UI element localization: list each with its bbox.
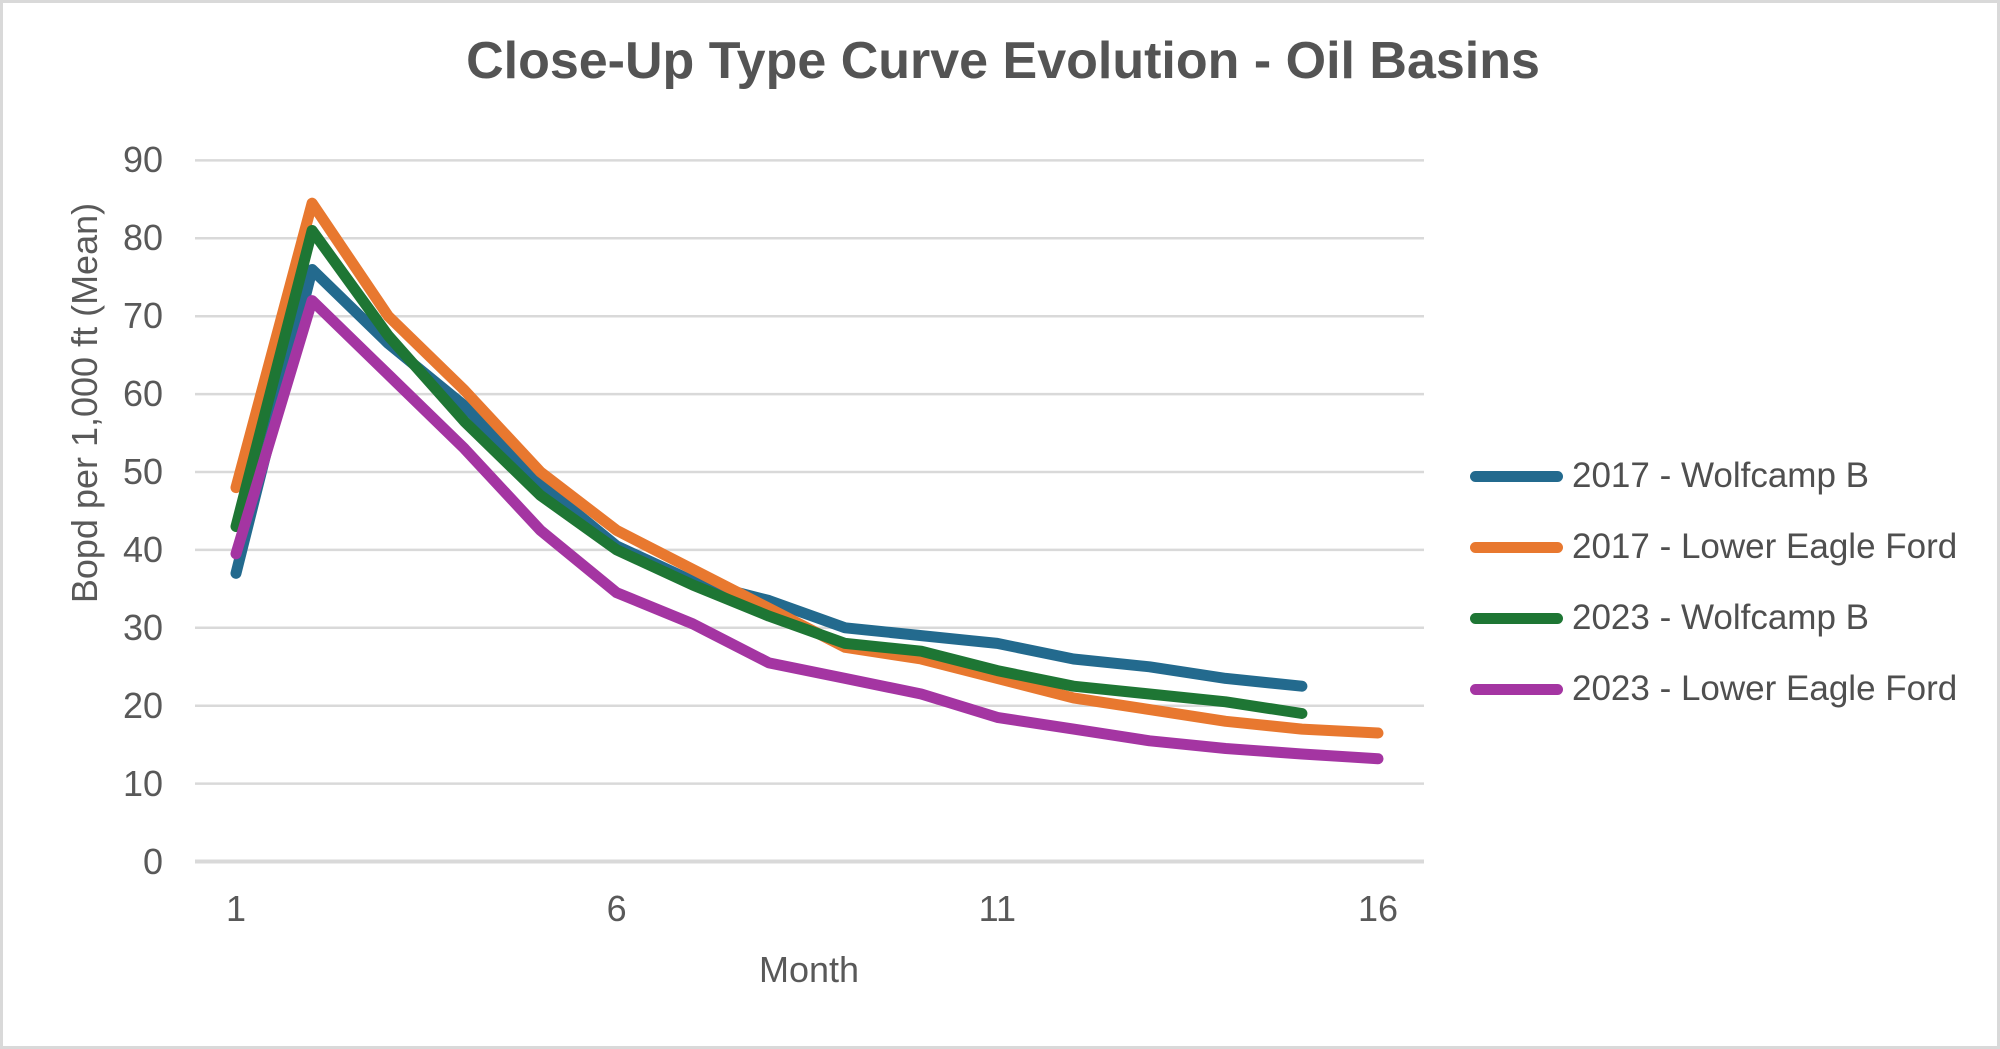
legend-label: 2017 - Wolfcamp B: [1572, 456, 1869, 495]
legend-label: 2023 - Wolfcamp B: [1572, 598, 1869, 637]
legend-item: 2023 - Wolfcamp B: [1470, 598, 1869, 638]
gridlines: [195, 159, 1424, 864]
legend-swatch: [1470, 683, 1563, 695]
y-axis-title: Bopd per 1,000 ft (Mean): [64, 202, 105, 604]
y-tick-label: 10: [122, 762, 163, 804]
series-line: [230, 197, 1384, 739]
y-tick-label: 60: [122, 373, 163, 415]
series-lines: [230, 197, 1384, 765]
legend-item: 2023 - Lower Eagle Ford: [1470, 669, 1957, 709]
legend-swatch: [1470, 541, 1563, 553]
legend-label: 2017 - Lower Eagle Ford: [1572, 527, 1958, 566]
legend-item: 2017 - Lower Eagle Ford: [1470, 527, 1957, 567]
series-line: [230, 295, 1384, 765]
x-tick-label: 1: [225, 888, 247, 929]
x-axis-title: Month: [758, 949, 860, 990]
y-tick-label: 50: [122, 451, 163, 492]
y-tick-label: 20: [122, 684, 163, 726]
plot-area: [195, 159, 1424, 864]
y-tick-label: 0: [142, 840, 163, 882]
x-tick-label: 11: [978, 888, 1017, 929]
x-tick-label: 16: [1357, 888, 1399, 929]
legend-swatch: [1470, 612, 1563, 624]
x-tick-label: 6: [606, 888, 627, 929]
y-tick-label: 80: [122, 217, 163, 259]
y-tick-label: 40: [122, 528, 163, 570]
legend-label: 2023 - Lower Eagle Ford: [1572, 669, 1958, 708]
legend-item: 2017 - Wolfcamp B: [1470, 456, 1869, 496]
y-tick-label: 90: [122, 139, 163, 181]
chart-title: Close-Up Type Curve Evolution - Oil Basi…: [466, 32, 1540, 90]
series-line: [230, 264, 1308, 692]
series-line: [230, 225, 1308, 719]
legend-swatch: [1470, 470, 1563, 482]
y-tick-label: 70: [122, 295, 163, 337]
y-tick-label: 30: [122, 606, 163, 648]
